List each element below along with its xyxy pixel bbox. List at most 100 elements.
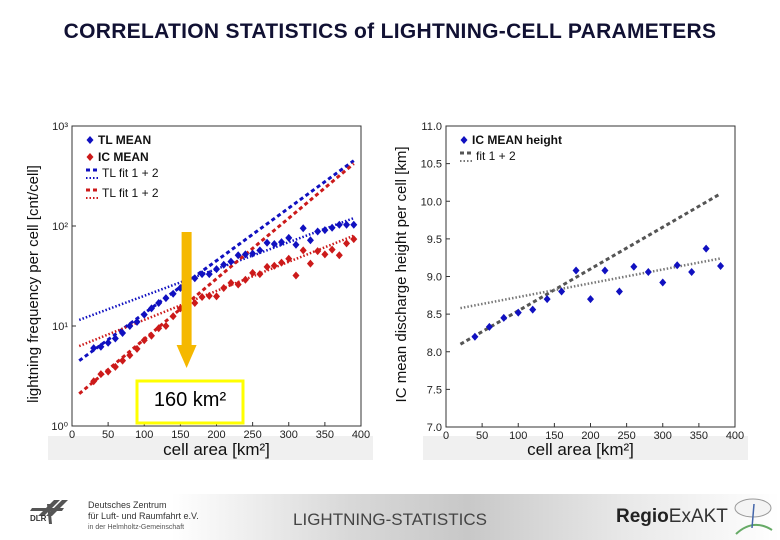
data-point (299, 224, 307, 233)
data-point (299, 246, 307, 255)
data-point (234, 251, 242, 260)
logo-bold: Regio (616, 506, 669, 527)
plot-frame (71, 125, 362, 427)
cloud-globe-icon (734, 498, 773, 535)
xlabel-band (423, 436, 748, 460)
data-point (350, 235, 358, 244)
xlabel-band (48, 436, 373, 460)
data-point (147, 331, 155, 340)
org-line1: Deutsches Zentrum (88, 500, 167, 510)
data-point (328, 223, 336, 232)
data-point (529, 305, 537, 314)
data-point (314, 247, 322, 256)
dlr-logo-icon (30, 500, 68, 524)
chart-1: 0 50 100 150 200 250 300 350 400 10⁰ 10¹ 10² 10³ cell… (25, 121, 373, 460)
data-point (249, 249, 257, 258)
data-point (227, 278, 235, 287)
data-point (97, 342, 105, 351)
data-point (256, 270, 264, 279)
footer: DLR Deutsches Zentrum für Luft- und Raum… (0, 494, 780, 540)
org-line2: für Luft- und Raumfahrt e.V. (88, 511, 199, 521)
legend-label: fit 1 + 2 (476, 149, 516, 163)
data-point (104, 367, 112, 376)
data-point (572, 266, 580, 275)
y-tick-label: 10² (52, 221, 68, 233)
y-tick-label: 8.5 (427, 309, 442, 321)
data-point (285, 254, 293, 263)
data-point (615, 287, 623, 296)
data-point (292, 271, 300, 280)
data-point (140, 310, 148, 319)
annotation-box (135, 379, 245, 425)
dlr-org-name: Deutsches Zentrum für Luft- und Raumfahr… (88, 500, 199, 533)
data-point (256, 246, 264, 255)
data-point (343, 239, 351, 248)
data-point (630, 262, 638, 271)
data-point (485, 322, 493, 331)
data-point (285, 233, 293, 242)
y-tick-label: 7.0 (427, 422, 442, 434)
plot-frame (445, 125, 736, 428)
y-tick-label: 11.0 (421, 121, 442, 133)
y-tick-label: 9.0 (427, 272, 442, 284)
data-point (126, 351, 134, 360)
slide-title: CORRELATION STATISTICS of LIGHTNING-CELL… (63, 20, 717, 43)
data-point (119, 329, 127, 338)
data-point (147, 304, 155, 313)
data-point (263, 238, 271, 247)
data-point (155, 298, 163, 307)
data-point (292, 240, 300, 249)
x-tick-label: 50 (476, 430, 488, 442)
footer-title: LIGHTNING-STATISTICS (293, 510, 487, 529)
org-line3: in der Helmholtz-Gemeinschaft (88, 524, 185, 531)
data-point (90, 344, 98, 353)
data-point (278, 238, 286, 247)
regioexakt-logo: RegioExAKT (616, 506, 728, 528)
data-point (227, 257, 235, 266)
x-tick-label: 50 (102, 429, 114, 441)
data-point (500, 313, 508, 322)
x-tick-label: 0 (443, 430, 449, 442)
data-point (234, 280, 242, 289)
legend-marker (460, 136, 468, 144)
data-point (241, 250, 249, 259)
data-point (587, 295, 594, 304)
x-tick-label: 150 (545, 430, 563, 442)
data-point (249, 268, 257, 277)
x-tick-label: 350 (690, 430, 708, 442)
x-tick-label: 300 (280, 429, 298, 441)
y-axis-label: lightning frequency per cell [cnt/cell] (25, 165, 42, 403)
x-tick-label: 200 (207, 429, 225, 441)
x-tick-label: 400 (726, 430, 744, 442)
data-point (220, 260, 228, 269)
data-point (126, 322, 134, 330)
x-axis-label: cell area [km²] (527, 440, 634, 459)
data-point (169, 289, 177, 298)
x-tick-label: 400 (352, 429, 370, 441)
fit-line-dashed (78, 162, 355, 395)
data-point (104, 338, 112, 347)
data-point (328, 245, 336, 254)
data-point (213, 265, 220, 274)
data-point (558, 287, 566, 296)
data-point (335, 220, 343, 229)
dlr-abbr: DLR (30, 514, 47, 523)
data-point (350, 220, 358, 229)
x-tick-label: 250 (243, 429, 261, 441)
data-point (205, 291, 213, 300)
x-tick-label: 0 (69, 429, 75, 441)
legend-label: IC MEAN height (472, 133, 562, 147)
data-point (213, 292, 220, 301)
y-tick-label: 10¹ (52, 321, 68, 333)
data-point (220, 283, 228, 292)
data-point (514, 308, 522, 317)
data-point (306, 236, 314, 245)
data-point (97, 370, 105, 379)
data-point (717, 261, 725, 270)
data-point (659, 278, 667, 287)
annotation-arrow-head-icon (176, 345, 197, 368)
data-point (111, 334, 119, 343)
data-point (321, 226, 329, 235)
y-tick-label: 10³ (52, 121, 68, 133)
